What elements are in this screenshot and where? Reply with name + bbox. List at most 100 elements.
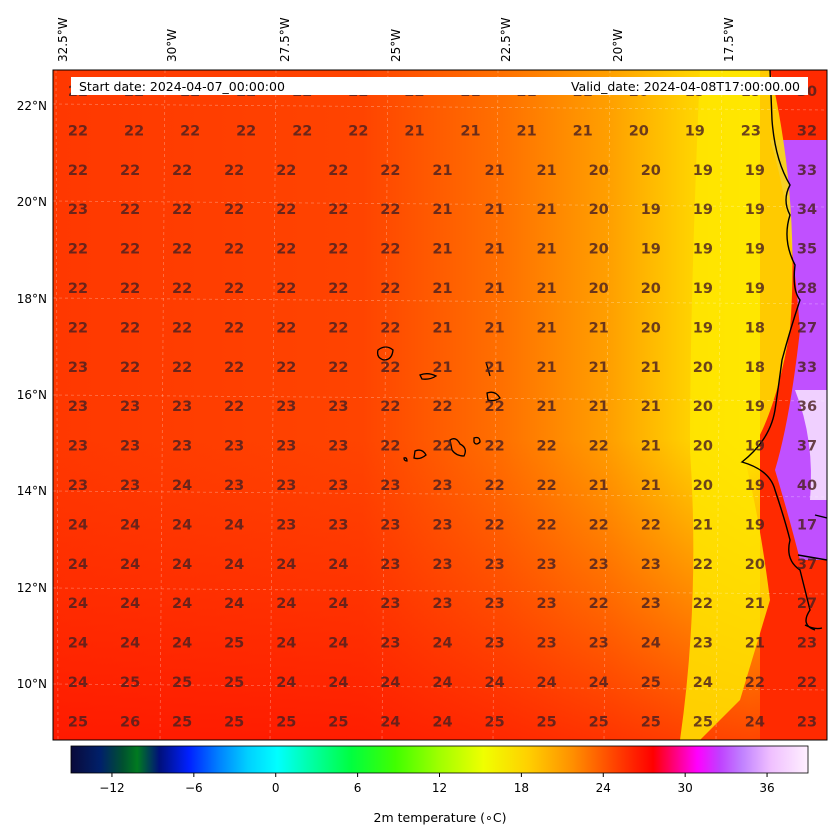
grid-value: 20 bbox=[693, 399, 713, 415]
start-date-label: Start date: 2024-04-07_00:00:00 bbox=[79, 79, 285, 94]
grid-value: 24 bbox=[68, 557, 88, 573]
grid-value: 25 bbox=[537, 714, 557, 730]
grid-value: 22 bbox=[276, 242, 296, 258]
grid-value: 21 bbox=[432, 360, 452, 376]
lon-label: 27.5°W bbox=[278, 17, 292, 62]
grid-value: 25 bbox=[68, 714, 88, 730]
colorbar-tick-label: 12 bbox=[432, 781, 447, 795]
grid-value: 22 bbox=[180, 123, 200, 139]
grid-value: 22 bbox=[120, 320, 140, 336]
grid-value: 20 bbox=[745, 557, 765, 573]
grid-value: 24 bbox=[693, 675, 713, 691]
grid-value: 22 bbox=[172, 163, 192, 179]
lat-label: 18°N bbox=[17, 292, 47, 306]
lat-label: 20°N bbox=[17, 195, 47, 209]
grid-value: 23 bbox=[485, 596, 505, 612]
valid-date-label: Valid_date: 2024-04-08T17:00:00.00 bbox=[571, 79, 800, 94]
grid-value: 19 bbox=[693, 281, 713, 297]
grid-value: 23 bbox=[224, 439, 244, 455]
grid-value: 24 bbox=[276, 675, 296, 691]
grid-value: 24 bbox=[432, 675, 452, 691]
grid-value: 25 bbox=[485, 714, 505, 730]
grid-value: 22 bbox=[797, 675, 817, 691]
grid-value: 24 bbox=[120, 596, 140, 612]
grid-value: 21 bbox=[485, 320, 505, 336]
grid-value: 19 bbox=[641, 242, 661, 258]
grid-value: 21 bbox=[432, 320, 452, 336]
grid-value: 22 bbox=[537, 478, 557, 494]
grid-value: 24 bbox=[328, 675, 348, 691]
grid-value: 22 bbox=[276, 202, 296, 218]
grid-value: 22 bbox=[380, 202, 400, 218]
grid-value: 22 bbox=[124, 123, 144, 139]
colorbar-tick-label: 6 bbox=[354, 781, 362, 795]
grid-value: 23 bbox=[537, 636, 557, 652]
grid-value: 23 bbox=[537, 557, 557, 573]
grid-value: 21 bbox=[693, 517, 713, 533]
grid-value: 23 bbox=[380, 557, 400, 573]
grid-value: 21 bbox=[432, 202, 452, 218]
grid-value: 23 bbox=[797, 714, 817, 730]
grid-value: 24 bbox=[328, 557, 348, 573]
grid-value: 25 bbox=[641, 675, 661, 691]
grid-value: 23 bbox=[68, 202, 88, 218]
grid-value: 21 bbox=[537, 320, 557, 336]
colorbar-tick-label: −12 bbox=[99, 781, 124, 795]
grid-value: 22 bbox=[68, 320, 88, 336]
grid-value: 19 bbox=[745, 202, 765, 218]
grid-value: 23 bbox=[276, 478, 296, 494]
grid-value: 23 bbox=[432, 557, 452, 573]
grid-value: 17 bbox=[797, 517, 817, 533]
grid-value: 21 bbox=[432, 163, 452, 179]
grid-value: 19 bbox=[745, 439, 765, 455]
grid-value: 24 bbox=[328, 596, 348, 612]
grid-value: 22 bbox=[380, 439, 400, 455]
grid-value: 22 bbox=[328, 202, 348, 218]
colorbar-tick-label: −6 bbox=[185, 781, 203, 795]
grid-value: 33 bbox=[797, 360, 817, 376]
grid-value: 24 bbox=[328, 636, 348, 652]
grid-value: 21 bbox=[573, 123, 593, 139]
grid-value: 23 bbox=[380, 596, 400, 612]
grid-value: 22 bbox=[236, 123, 256, 139]
grid-value: 23 bbox=[68, 439, 88, 455]
grid-value: 22 bbox=[380, 281, 400, 297]
grid-value: 21 bbox=[432, 242, 452, 258]
grid-value: 22 bbox=[328, 163, 348, 179]
grid-value: 21 bbox=[745, 636, 765, 652]
grid-value: 19 bbox=[693, 163, 713, 179]
grid-value: 20 bbox=[641, 281, 661, 297]
grid-value: 24 bbox=[641, 636, 661, 652]
colorbar-title: 2m temperature (∘C) bbox=[374, 810, 507, 825]
grid-value: 23 bbox=[380, 636, 400, 652]
grid-value: 22 bbox=[120, 202, 140, 218]
grid-value: 24 bbox=[276, 636, 296, 652]
grid-value: 22 bbox=[485, 517, 505, 533]
grid-value: 23 bbox=[328, 439, 348, 455]
colorbar-tick-label: 18 bbox=[514, 781, 529, 795]
grid-value: 23 bbox=[432, 478, 452, 494]
grid-value: 22 bbox=[68, 163, 88, 179]
grid-value: 21 bbox=[460, 123, 480, 139]
grid-value: 22 bbox=[328, 360, 348, 376]
grid-value: 22 bbox=[68, 281, 88, 297]
grid-value: 24 bbox=[172, 596, 192, 612]
grid-value: 23 bbox=[589, 636, 609, 652]
grid-value: 33 bbox=[797, 163, 817, 179]
grid-value: 25 bbox=[224, 675, 244, 691]
grid-value: 22 bbox=[589, 439, 609, 455]
grid-value: 21 bbox=[537, 399, 557, 415]
grid-value: 23 bbox=[328, 517, 348, 533]
grid-value: 19 bbox=[745, 281, 765, 297]
grid-value: 21 bbox=[404, 123, 424, 139]
grid-value: 21 bbox=[485, 281, 505, 297]
colorbar-tick-label: 36 bbox=[759, 781, 774, 795]
grid-value: 21 bbox=[641, 399, 661, 415]
grid-value: 22 bbox=[120, 360, 140, 376]
grid-value: 21 bbox=[589, 320, 609, 336]
grid-value: 32 bbox=[797, 123, 817, 139]
grid-value: 22 bbox=[224, 320, 244, 336]
grid-value: 22 bbox=[292, 123, 312, 139]
grid-value: 24 bbox=[68, 596, 88, 612]
